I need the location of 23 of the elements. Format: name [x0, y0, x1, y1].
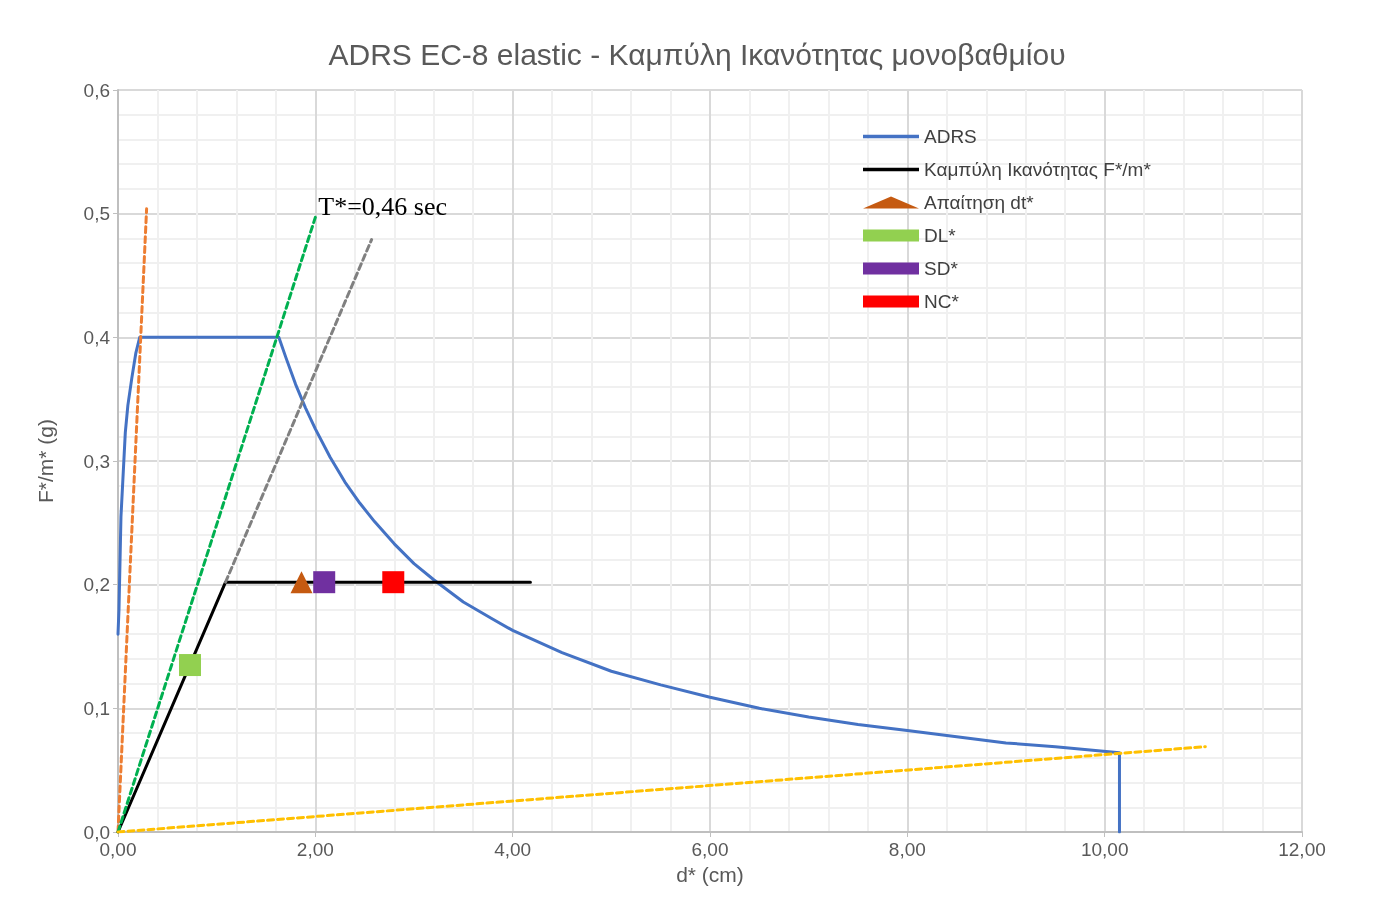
legend-label: Απαίτηση dt*: [924, 192, 1035, 213]
y-tick-label: 0,2: [83, 574, 110, 596]
line-series: [116, 335, 1121, 834]
annotation: T*=0,46 sec: [318, 192, 448, 222]
y-tick-label: 0,1: [83, 697, 110, 719]
x-tick-label: 10,00: [1080, 839, 1129, 860]
legend-label: Καμπύλη Ικανότητας F*/m*: [924, 159, 1152, 180]
y-tick-label: 0,3: [83, 450, 110, 472]
x-axis-title: d* (cm): [676, 862, 744, 886]
y-tick-label: 0,4: [83, 326, 111, 348]
x-tick-label: 2,00: [296, 839, 334, 860]
y-tick-label: 0,6: [83, 79, 110, 101]
legend-label: DL*: [924, 225, 957, 246]
x-tick-label: 6,00: [691, 839, 729, 860]
y-axis-title: F*/m* (g): [34, 419, 57, 503]
y-tick-label: 0,5: [83, 203, 110, 225]
legend-label: ADRS: [924, 126, 977, 147]
x-tick-label: 12,00: [1278, 839, 1326, 860]
legend-label: SD*: [924, 258, 959, 279]
x-tick-label: 8,00: [888, 839, 926, 860]
chart-title: ADRS EC-8 elastic - Καμπύλη Ικανότητας μονοβαθμίου: [328, 37, 1066, 71]
legend-label: NC*: [924, 291, 960, 312]
x-tick-label: 4,00: [494, 839, 532, 860]
